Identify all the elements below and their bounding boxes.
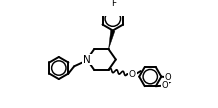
Text: O: O: [162, 81, 168, 90]
Text: O: O: [129, 70, 136, 79]
Text: N: N: [83, 55, 91, 64]
Polygon shape: [109, 30, 115, 49]
Text: O: O: [164, 73, 171, 82]
Text: F: F: [111, 0, 116, 8]
